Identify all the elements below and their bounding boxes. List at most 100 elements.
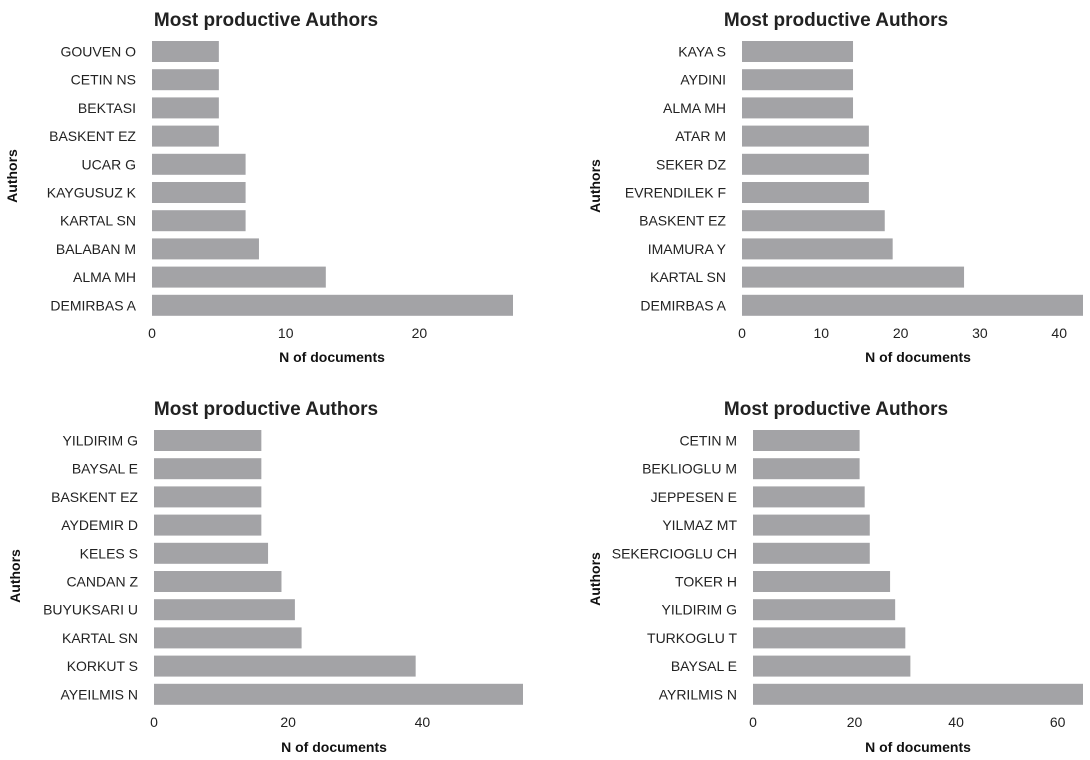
- category-label: KARTAL SN: [62, 630, 138, 646]
- bar: [753, 655, 911, 677]
- category-label: BAYSAL E: [671, 658, 737, 674]
- bar: [753, 542, 870, 564]
- bar: [742, 41, 854, 62]
- x-tick-label: 20: [893, 325, 909, 341]
- bar: [753, 514, 870, 536]
- x-tick-label: 40: [415, 714, 431, 730]
- category-label: TOKER H: [675, 574, 737, 590]
- category-label: KARTAL SN: [650, 269, 726, 285]
- bar: [742, 210, 885, 232]
- category-label: BASKENT EZ: [49, 128, 136, 144]
- x-tick-label: 0: [150, 714, 158, 730]
- category-label: ATAR M: [675, 128, 726, 144]
- category-label: EVRENDILEK F: [625, 185, 726, 201]
- x-tick-label: 10: [278, 325, 294, 341]
- bar: [154, 599, 295, 621]
- y-axis-label: Authors: [7, 549, 23, 603]
- x-tick-label: 0: [148, 325, 156, 341]
- bar: [154, 542, 269, 564]
- x-axis-label: N of documents: [279, 349, 385, 365]
- bar: [154, 683, 523, 705]
- category-label: UCAR G: [82, 156, 136, 172]
- bar: [152, 69, 219, 91]
- bar: [742, 182, 869, 203]
- x-axis-label: N of documents: [865, 739, 971, 755]
- x-tick-label: 40: [1051, 325, 1067, 341]
- bar: [154, 655, 416, 677]
- category-label: SEKER DZ: [656, 156, 726, 172]
- bar: [152, 153, 246, 175]
- x-tick-label: 40: [948, 714, 964, 730]
- category-label: JEPPESEN E: [651, 489, 737, 505]
- category-label: AYRILMIS N: [659, 686, 737, 702]
- category-label: DEMIRBAS A: [640, 297, 726, 313]
- category-label: GOUVEN O: [61, 44, 137, 60]
- bar: [753, 683, 1083, 705]
- bar: [753, 430, 860, 451]
- category-label: BALABAN M: [56, 241, 136, 257]
- category-label: BEKLIOGLU M: [642, 461, 737, 477]
- bar: [152, 294, 513, 316]
- y-axis-label: Authors: [4, 149, 20, 203]
- category-label: BASKENT EZ: [51, 489, 138, 505]
- category-label: YILMAZ MT: [662, 517, 737, 533]
- category-label: SEKERCIOGLU CH: [612, 545, 737, 561]
- category-label: YILDIRIM G: [63, 433, 138, 449]
- bar: [753, 486, 865, 508]
- category-label: TURKOGLU T: [647, 630, 737, 646]
- x-tick-label: 20: [847, 714, 863, 730]
- bar: [152, 182, 246, 203]
- chart-title: Most productive Authors: [154, 10, 378, 31]
- bar: [753, 599, 896, 621]
- category-label: KELES S: [80, 545, 138, 561]
- category-label: ALMA MH: [663, 100, 726, 116]
- bar: [152, 266, 326, 288]
- bar: [753, 627, 906, 649]
- bar: [154, 458, 262, 480]
- x-tick-label: 20: [412, 325, 428, 341]
- bar: [154, 571, 282, 592]
- x-tick-label: 0: [749, 714, 757, 730]
- bar: [152, 41, 219, 62]
- x-axis-label: N of documents: [281, 739, 387, 755]
- x-tick-label: 30: [972, 325, 988, 341]
- bar: [152, 238, 259, 260]
- category-label: BUYUKSARI U: [43, 602, 138, 618]
- category-label: AYEILMIS N: [60, 686, 138, 702]
- y-axis-label: Authors: [587, 159, 603, 213]
- bar: [154, 514, 262, 536]
- category-label: KAYGUSUZ K: [47, 185, 137, 201]
- category-label: KARTAL SN: [60, 213, 136, 229]
- category-label: KAYA S: [678, 44, 726, 60]
- category-label: BAYSAL E: [72, 461, 138, 477]
- bar: [742, 294, 1083, 316]
- bar: [152, 97, 219, 119]
- chart-title: Most productive Authors: [724, 10, 948, 31]
- bar: [753, 571, 891, 592]
- y-axis-label: Authors: [587, 552, 603, 606]
- x-axis-label: N of documents: [865, 349, 971, 365]
- bar: [154, 627, 302, 649]
- bar: [753, 458, 860, 480]
- bar: [154, 486, 262, 508]
- bar: [154, 430, 262, 451]
- x-tick-label: 0: [738, 325, 746, 341]
- bar: [742, 97, 854, 119]
- chart-title: Most productive Authors: [154, 399, 378, 420]
- category-label: AYDINI: [680, 72, 726, 88]
- category-label: CANDAN Z: [66, 574, 138, 590]
- category-label: YILDIRIM G: [662, 602, 737, 618]
- bar: [152, 210, 246, 232]
- bar: [742, 69, 854, 91]
- bar: [742, 125, 869, 147]
- x-tick-label: 60: [1050, 714, 1066, 730]
- category-label: IMAMURA Y: [648, 241, 727, 257]
- category-label: CETIN NS: [71, 72, 136, 88]
- category-label: DEMIRBAS A: [50, 297, 136, 313]
- category-label: AYDEMIR D: [61, 517, 138, 533]
- bar: [742, 153, 869, 175]
- x-tick-label: 20: [280, 714, 296, 730]
- category-label: BASKENT EZ: [639, 213, 726, 229]
- category-label: BEKTASI: [78, 100, 136, 116]
